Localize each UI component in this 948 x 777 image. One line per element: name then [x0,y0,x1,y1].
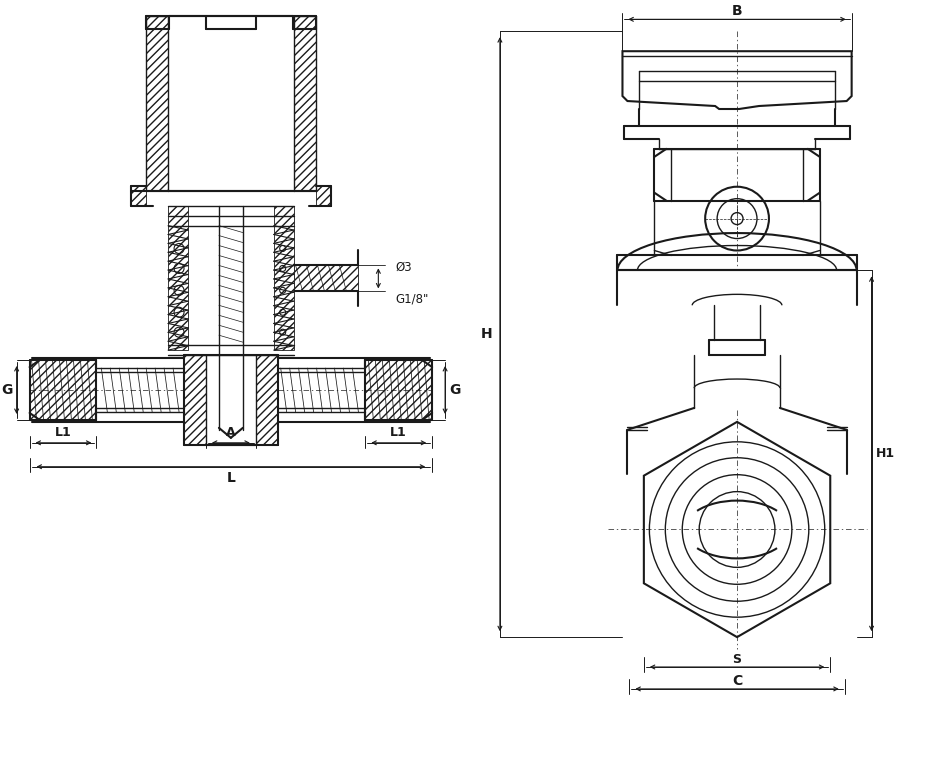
Polygon shape [644,422,830,637]
Text: G1/8": G1/8" [395,293,428,306]
Bar [29,360,97,420]
Text: G: G [449,383,461,397]
Bar [184,355,206,444]
Text: B: B [732,5,742,19]
Bar [365,360,432,420]
Text: S: S [733,653,741,666]
Polygon shape [623,51,851,109]
Text: C: C [732,674,742,688]
Text: A: A [226,427,236,439]
Bar [146,16,168,190]
Bar [316,186,331,206]
Bar [294,266,358,291]
Text: L1: L1 [390,427,407,439]
Text: L: L [227,471,235,485]
Text: G: G [1,383,12,397]
Bar [256,355,278,444]
Bar [168,206,188,350]
Text: Ø3: Ø3 [395,261,412,274]
Text: H1: H1 [876,448,895,460]
Bar [294,16,316,190]
Bar [274,206,294,350]
Text: L1: L1 [55,427,72,439]
Bar [131,186,146,206]
Text: H: H [482,327,493,341]
